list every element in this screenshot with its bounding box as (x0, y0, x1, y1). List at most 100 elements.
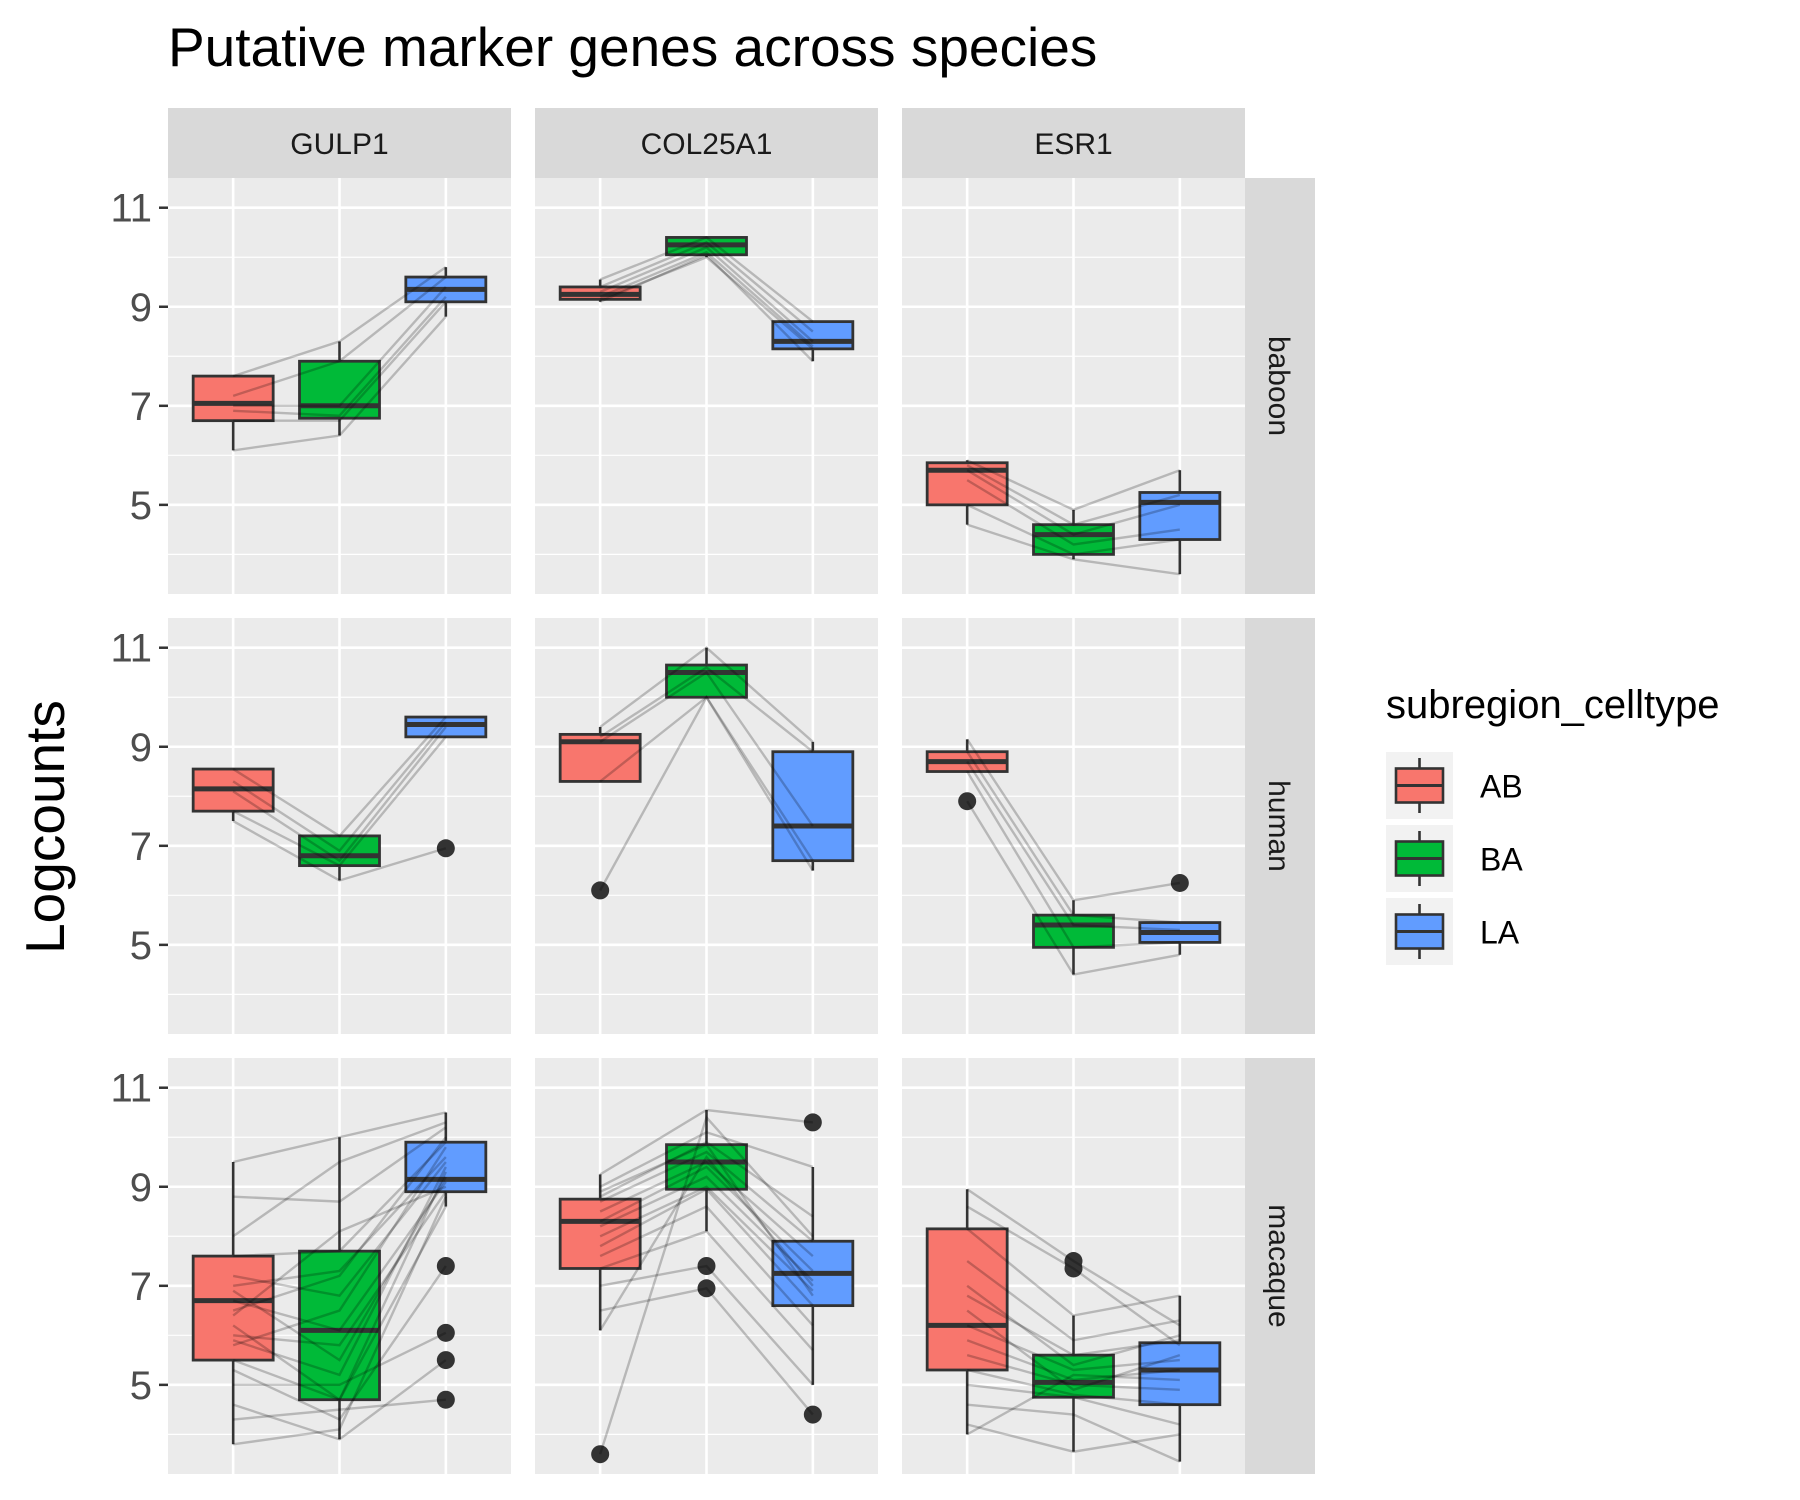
sample-line (233, 286, 447, 408)
sample-line (232, 1176, 447, 1362)
sample-line (233, 1331, 447, 1387)
sample-line (599, 666, 814, 753)
sample-line (966, 1294, 1180, 1357)
sample-line (232, 736, 447, 868)
box-iqr (771, 320, 855, 351)
box-ab (558, 1174, 642, 1464)
sample-line (599, 245, 814, 343)
box-iqr (1032, 1353, 1115, 1399)
sample-line (966, 1260, 1181, 1342)
box-iqr (191, 374, 275, 423)
sample-line (233, 1191, 447, 1347)
box-ba (298, 341, 381, 436)
y-axis-macaque: 5 7 9 11 (110, 1067, 168, 1408)
box-iqr (925, 1227, 1009, 1372)
box-ba (1032, 1252, 1115, 1452)
sample-line (599, 1264, 814, 1386)
y-tick-label: 11 (110, 1067, 152, 1111)
sample-line (232, 820, 447, 882)
sample-line (966, 464, 1181, 526)
strip-background (1245, 618, 1315, 1034)
y-tick-label: 9 (130, 286, 152, 330)
box-la (404, 1112, 488, 1409)
panel-baboon-gulp1 (168, 178, 511, 594)
strip-label: baboon (1262, 336, 1295, 436)
sample-line (599, 253, 814, 363)
sample-line (232, 1161, 447, 1298)
sample-line (599, 646, 814, 743)
sample-line (966, 760, 1180, 932)
panel-macaque-gulp1 (168, 1058, 511, 1474)
sample-line (966, 1324, 1180, 1372)
sample-line (599, 1160, 814, 1257)
box-iqr (1138, 1341, 1222, 1407)
box-ba (1032, 509, 1115, 560)
legend-item-ba: BA (1386, 825, 1523, 892)
sample-line (232, 1359, 447, 1441)
y-tick-label: 7 (130, 385, 152, 429)
sample-line (599, 1185, 814, 1292)
sample-line (966, 469, 1181, 536)
y-tick-label: 5 (130, 484, 152, 528)
sample-line (599, 1165, 814, 1272)
y-tick-label: 9 (130, 726, 152, 770)
box-ba (665, 1110, 748, 1298)
sample-line (599, 1286, 814, 1416)
column-strip-gulp1: GULP1 (168, 108, 511, 178)
strip-label: ESR1 (1034, 128, 1112, 161)
box-ba (1032, 900, 1115, 975)
sample-line (233, 1398, 446, 1421)
box-la (1138, 873, 1222, 955)
legend-item-la: LA (1386, 898, 1520, 965)
sample-line (599, 1130, 814, 1188)
sample-line (599, 695, 814, 862)
y-axis-label: Logcounts (14, 700, 76, 954)
box-ba (665, 236, 748, 258)
sample-line (966, 1373, 1180, 1436)
row-strip-human: human (1245, 618, 1315, 1034)
y-tick-label: 9 (130, 1166, 152, 1210)
box-iqr (191, 1254, 275, 1362)
sample-line (966, 459, 1181, 512)
sample-line (967, 1403, 1181, 1463)
box-la (1138, 1295, 1222, 1462)
sample-line (599, 1150, 814, 1243)
sample-line (233, 301, 447, 422)
panel-human-esr1 (902, 618, 1245, 1034)
box-la (404, 715, 488, 858)
panel-macaque-esr1 (902, 1058, 1245, 1474)
sample-line (966, 1205, 1181, 1347)
box-ab (558, 279, 642, 302)
sample-line (599, 1187, 814, 1307)
sample-line (232, 1121, 447, 1238)
sample-line (599, 1175, 814, 1282)
strip-label: COL25A1 (641, 128, 773, 161)
sample-line (599, 670, 814, 827)
box-iqr (404, 1140, 488, 1194)
strip-label: GULP1 (290, 128, 388, 161)
strip-label: human (1262, 780, 1295, 872)
row-strip-macaque: macaque (1245, 1058, 1315, 1474)
y-tick-label: 11 (110, 187, 152, 231)
y-tick-label: 7 (130, 825, 152, 869)
sample-line (599, 1229, 814, 1351)
y-tick-label: 5 (130, 924, 152, 968)
box-ab (191, 374, 275, 451)
sample-line (966, 751, 1180, 924)
sample-line (232, 1136, 447, 1312)
sample-line (232, 1166, 447, 1377)
column-strip-esr1: ESR1 (902, 108, 1245, 178)
sample-line (232, 266, 447, 378)
column-strip-col25a1: COL25A1 (535, 108, 878, 178)
y-axis-baboon: 5 7 9 11 (110, 187, 168, 528)
sample-line (966, 1368, 1180, 1406)
outlier-point (803, 1405, 822, 1424)
sample-line (599, 1140, 814, 1218)
box-la (404, 267, 488, 317)
sample-line (599, 1143, 814, 1297)
outlier-point (436, 1390, 455, 1409)
sample-line (233, 296, 447, 417)
sample-line (967, 1383, 1181, 1426)
sample-line (232, 1171, 447, 1402)
